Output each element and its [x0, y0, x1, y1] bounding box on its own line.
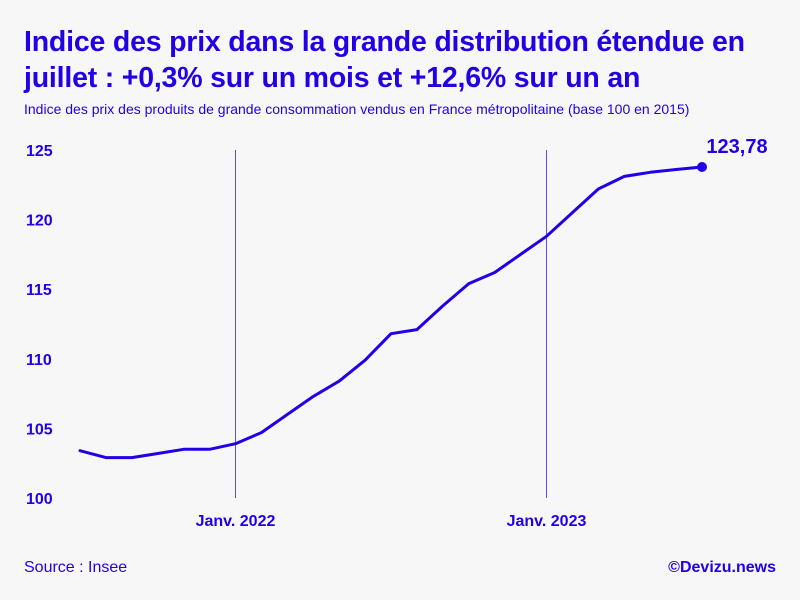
end-value-label: 123,78	[706, 136, 767, 158]
y-tick-label: 110	[26, 352, 52, 369]
x-tick-label: Janv. 2022	[196, 513, 276, 530]
y-tick-label: 125	[26, 143, 53, 160]
y-tick-label: 105	[26, 421, 53, 438]
y-tick-label: 120	[26, 213, 53, 230]
credit-label: ©Devizu.news	[668, 559, 776, 576]
source-note: Source : Insee	[24, 559, 128, 576]
y-tick-label: 100	[26, 491, 53, 508]
end-point	[697, 161, 707, 172]
chart-subtitle: Indice des prix des produits de grande c…	[24, 101, 690, 117]
chart-title: Indice des prix dans la grande distribut…	[24, 26, 745, 94]
y-tick-label: 115	[26, 282, 52, 299]
series-line	[78, 165, 704, 460]
x-tick-label: Janv. 2023	[507, 513, 587, 530]
